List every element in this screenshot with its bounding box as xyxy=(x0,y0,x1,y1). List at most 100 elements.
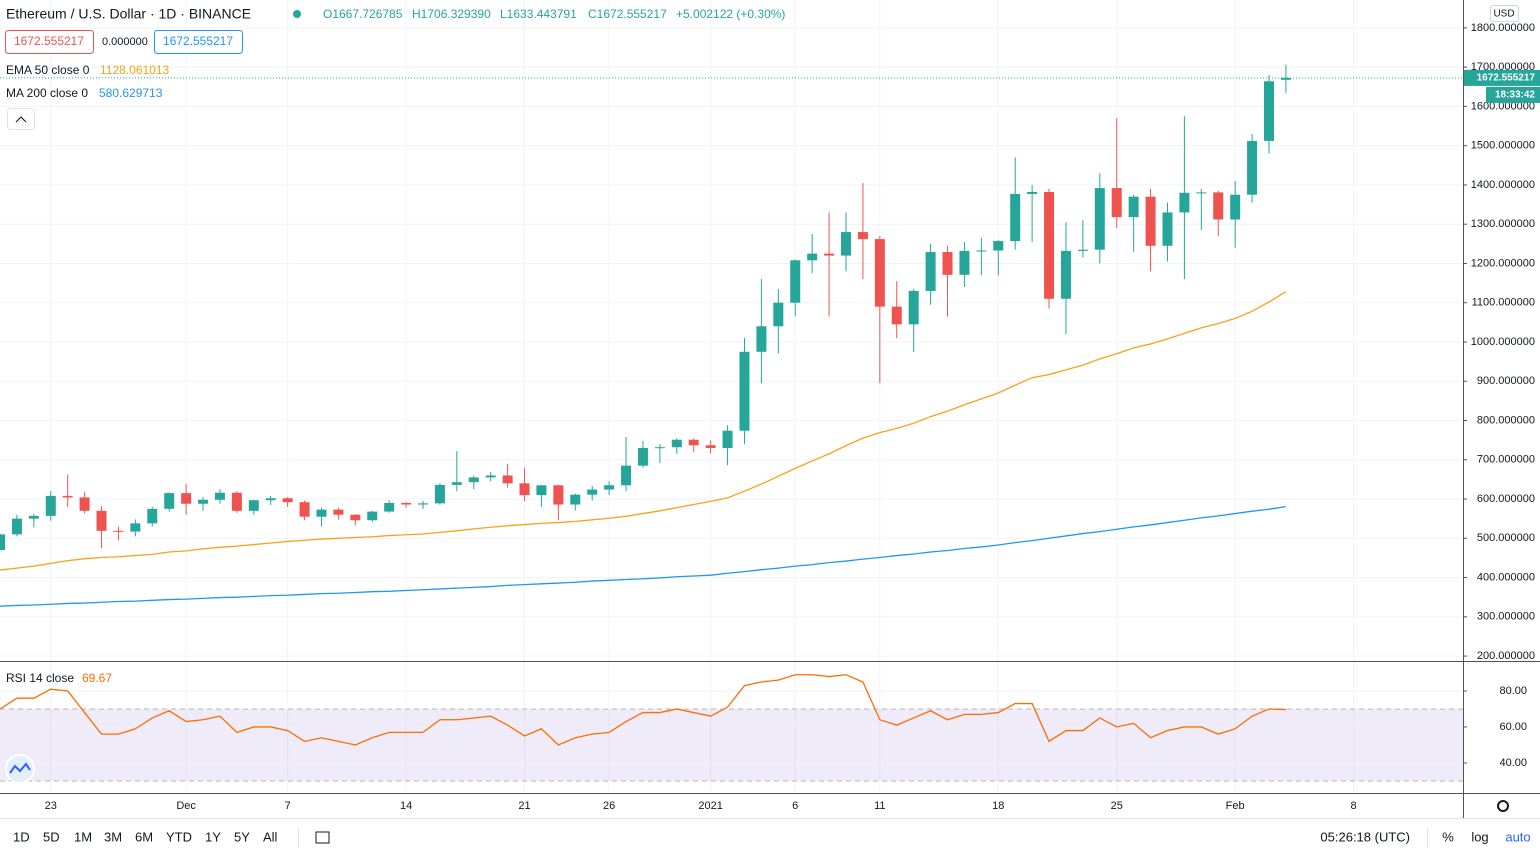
candle-body xyxy=(367,511,378,521)
range-button[interactable]: 1M xyxy=(74,829,92,844)
y-tick-label: 500.000000 xyxy=(1477,532,1535,544)
candle-body xyxy=(1010,193,1021,242)
y-tick-label: 800.000000 xyxy=(1477,414,1535,426)
candle-body xyxy=(1162,212,1173,246)
range-button[interactable]: All xyxy=(263,829,278,844)
candle-body xyxy=(130,523,141,532)
candle-body xyxy=(519,483,530,496)
candle-body xyxy=(1077,249,1088,251)
settings-icon[interactable] xyxy=(1497,800,1509,812)
x-tick-label: 8 xyxy=(1351,800,1357,812)
candle-body xyxy=(1247,140,1258,195)
range-button[interactable]: 5Y xyxy=(234,829,250,844)
candle-body xyxy=(587,489,598,495)
y-tick-label: 900.000000 xyxy=(1477,375,1535,387)
candle-body xyxy=(976,250,987,252)
x-tick-label: 11 xyxy=(874,800,885,812)
sell-box[interactable] xyxy=(5,30,94,54)
range-button[interactable]: 5D xyxy=(43,829,60,844)
ohlc-high: H1706.329390 xyxy=(412,7,491,21)
candle-body xyxy=(468,477,479,483)
candle-body xyxy=(925,252,936,291)
range-button[interactable]: 1Y xyxy=(205,829,221,844)
y-tick-label: 400.000000 xyxy=(1477,571,1535,583)
x-tick-label: 18 xyxy=(992,800,1004,812)
candle-body xyxy=(570,494,581,505)
legend-entry: EMA 50 close 0 xyxy=(6,63,90,77)
candle-body xyxy=(705,445,716,448)
candle-body xyxy=(621,465,632,486)
candle-body xyxy=(942,252,953,275)
range-button[interactable]: 1D xyxy=(13,829,30,844)
candle-body xyxy=(993,241,1004,251)
legend-value: 1128.061013 xyxy=(100,63,170,77)
buy-price[interactable]: 1672.555217 xyxy=(163,34,233,48)
sell-price[interactable]: 1672.555217 xyxy=(14,34,84,48)
candle-body xyxy=(401,502,412,505)
candle-body xyxy=(1128,196,1139,218)
candle-body xyxy=(299,502,310,517)
candle-body xyxy=(1145,196,1156,246)
clock: 05:26:18 (UTC) xyxy=(1320,829,1410,844)
y-tick-label: 1800.000000 xyxy=(1471,22,1535,34)
logo[interactable] xyxy=(5,754,35,784)
candle-body xyxy=(536,485,547,496)
y-tick-label: 300.000000 xyxy=(1477,611,1535,623)
candle-body xyxy=(688,439,699,446)
x-tick-label: 26 xyxy=(603,800,615,812)
ohlc-close: C1672.555217 xyxy=(588,7,667,21)
currency-box[interactable] xyxy=(1490,5,1519,22)
x-tick-label: 25 xyxy=(1111,800,1123,812)
scale-option[interactable]: auto xyxy=(1505,829,1530,844)
y-tick-label: 700.000000 xyxy=(1477,454,1535,466)
y-tick-label: 600.000000 xyxy=(1477,493,1535,505)
candle-body xyxy=(485,475,496,478)
candle-body xyxy=(164,493,175,509)
legend-entry: MA 200 close 0 xyxy=(6,86,88,100)
date-range-icon[interactable] xyxy=(315,831,330,844)
x-tick-label: 7 xyxy=(285,800,291,812)
range-button[interactable]: YTD xyxy=(166,829,192,844)
candle-body xyxy=(807,253,818,261)
candle-body xyxy=(316,509,327,517)
candle-body xyxy=(1094,188,1105,250)
ohlc-open: O1667.726785 xyxy=(323,7,403,21)
candle-body xyxy=(79,497,90,511)
candle-body xyxy=(434,484,445,504)
candle-body xyxy=(113,530,124,532)
candle-body xyxy=(1060,250,1071,299)
indicator-line xyxy=(0,291,1287,571)
candle-body xyxy=(908,290,919,325)
scale-option[interactable]: % xyxy=(1442,829,1454,844)
candle-body xyxy=(198,499,209,504)
scale-option[interactable]: log xyxy=(1471,829,1488,844)
y-tick-label: 1200.000000 xyxy=(1471,257,1535,269)
range-button[interactable]: 3M xyxy=(104,829,122,844)
status-dot xyxy=(293,10,301,18)
range-button[interactable]: 6M xyxy=(135,829,153,844)
spread: 0.000000 xyxy=(102,36,148,48)
collapse-button[interactable] xyxy=(7,108,35,130)
candle-body xyxy=(282,498,293,503)
candle-body xyxy=(1027,191,1038,194)
candle-body xyxy=(0,534,5,551)
candle-body xyxy=(857,232,868,240)
candle-body xyxy=(231,492,242,511)
candle-body xyxy=(790,260,801,303)
candle-body xyxy=(1196,192,1207,194)
buy-box[interactable] xyxy=(154,30,243,54)
toolbar: 1D 5D 1M 3M 6M YTD 1Y 5Y All 05:26:18 (UTC)% log au… xyxy=(13,829,1531,844)
candle-body xyxy=(637,447,648,466)
candle-body xyxy=(384,502,395,512)
price-tag-label: 1672.555217 xyxy=(1477,73,1536,84)
candle-body xyxy=(96,510,107,531)
candle-body xyxy=(841,232,851,256)
y-tick-label: 1600.000000 xyxy=(1471,100,1535,112)
candle-body xyxy=(502,475,513,484)
logo-icon xyxy=(9,762,31,774)
price-tag xyxy=(1464,69,1540,86)
y-tick-label: 1300.000000 xyxy=(1471,218,1535,230)
y-tick-label: 40.00 xyxy=(1499,757,1527,769)
